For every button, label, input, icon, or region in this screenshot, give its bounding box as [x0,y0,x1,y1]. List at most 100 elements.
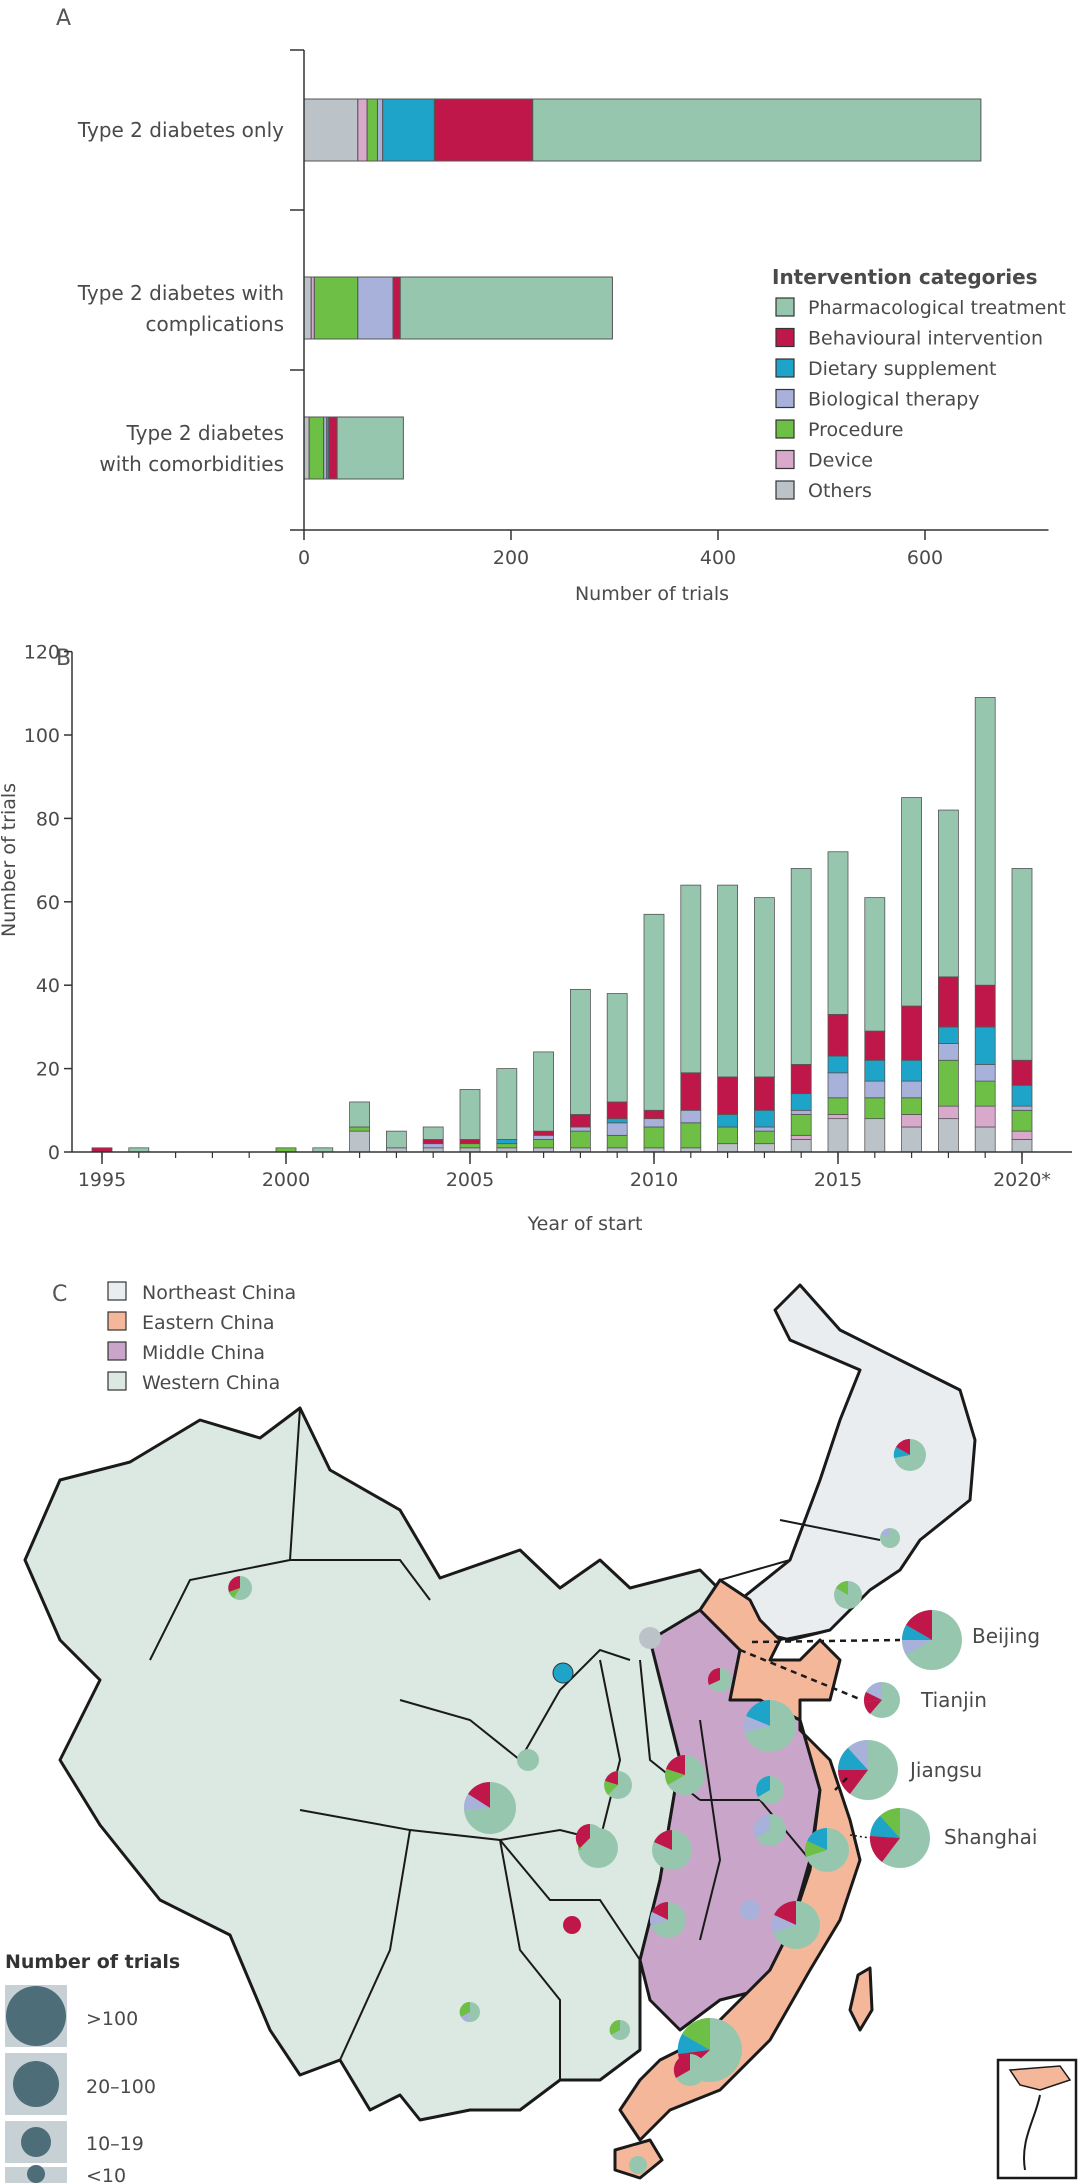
panel-b-bar-behavioural-intervention [643,1109,665,1120]
panel-b-bar-biological-therapy [1011,1105,1033,1111]
panel-b-bar-device [790,1134,812,1140]
panel-b-bar-procedure [938,1059,959,1107]
panel-a-bar-others [303,276,312,340]
panel-b-bar-device [1011,1130,1033,1140]
panel-b-bar-biological-therapy [974,1064,996,1082]
panel-b-bar-dietary-supplement [864,1059,886,1082]
panel-b-bar-pharmacological-treatment [533,1051,554,1132]
size-legend-circle-l [13,2061,59,2107]
panel-b-bar-others [901,1126,922,1153]
panel-b-bar-behavioural-intervention [974,984,996,1028]
panel-b-y-tick-label: 80 [36,808,60,830]
panel-a-bar-procedure [366,98,378,162]
panel-a-legend-title: Intervention categories [772,265,1038,289]
panel-b-bar-behavioural-intervention [459,1139,481,1145]
panel-b-bar-others [754,1143,775,1153]
size-legend-circle-m [21,2127,51,2157]
size-legend-circle-s [27,2165,45,2183]
panel-b-y-tick-label: 100 [24,725,60,747]
panel-a-legend-label-pharmacological-treatment: Pharmacological treatment [808,297,1066,319]
legend-label-western: Western China [142,1372,280,1394]
panel-b-bar-pharmacological-treatment [496,1068,518,1140]
panel-a-bar-procedure [308,416,325,480]
panel-a-category-label: complications [145,312,284,336]
panel-b-bar-behavioural-intervention [754,1076,775,1111]
panel-b-bar-procedure [349,1126,371,1132]
legend-swatch-northeast [107,1281,127,1301]
panel-b-bar-pharmacological-treatment [570,988,591,1115]
panel-b-bar-device [827,1114,849,1120]
panel-a-category-label: Type 2 diabetes only [77,118,284,142]
legend-swatch-eastern [107,1311,127,1331]
panel-b-bar-biological-therapy [422,1143,444,1149]
panel-a-bar-procedure [313,276,359,340]
panel-a-category-label: Type 2 diabetes [126,421,284,445]
panel-b-bar-others [717,1143,738,1153]
panel-b-bar-behavioural-intervention [717,1076,738,1115]
panel-b-y-tick-label: 20 [36,1059,60,1081]
panel-a-x-tick-label: 200 [493,547,529,569]
panel-b-bar-biological-therapy [533,1134,554,1140]
size-legend-title: Number of trials [5,1951,180,1973]
panel-a-legend-swatch-others [775,480,795,500]
panel-b-bar-dietary-supplement [790,1093,812,1111]
province-pie-markers [228,1438,962,2174]
panel-b-bar-dietary-supplement [901,1059,922,1082]
panel-a-legend-swatch-behavioural-intervention [775,327,795,348]
panel-b-bar-dietary-supplement [827,1055,849,1074]
panel-b-bar-behavioural-intervention [864,1030,886,1061]
panel-a-xlabel: Number of trials [575,583,729,605]
panel-b-bar-procedure [1011,1109,1033,1132]
panel-b-bar-pharmacological-treatment [717,884,738,1078]
callout-tianjin: Tianjin [920,1688,987,1712]
panel-b-bar-biological-therapy [680,1109,702,1124]
size-legend-circle-xl [6,1986,66,2046]
size-legend-label-xl: >100 [86,2008,138,2030]
panel-a-x-tick-label: 400 [700,547,736,569]
callout-beijing: Beijing [972,1624,1040,1648]
region-legend: Northeast China Eastern China Middle Chi… [107,1281,296,1394]
panel-b-bar-others [349,1130,371,1153]
panel-a-category-label: with comorbidities [99,452,284,476]
panel-a-legend-label-dietary-supplement: Dietary supplement [808,358,997,380]
callout-jiangsu: Jiangsu [908,1758,982,1782]
panel-a-bar-device [357,98,368,162]
panel-b-bar-biological-therapy [938,1043,959,1061]
panel-b-bar-biological-therapy [643,1118,665,1128]
panel-b-bar-dietary-supplement [754,1109,775,1128]
panel-b-ylabel: Number of trials [0,783,20,937]
panel-b-bar-biological-therapy [901,1080,922,1099]
pie-marker-grey [639,1627,661,1649]
panel-b-bar-procedure [570,1130,591,1149]
panel-b-bar-behavioural-intervention [901,1005,922,1061]
panel-a-legend-label-device: Device [808,450,873,472]
panel-a-legend-label-biological-therapy: Biological therapy [808,389,980,411]
panel-b-bar-pharmacological-treatment [974,697,996,986]
map-taiwan [848,1966,874,2032]
panel-b-bar-procedure [974,1080,996,1107]
panel-b-x-tick-label: 2010 [630,1169,678,1191]
panel-b-bar-pharmacological-treatment [643,913,665,1111]
panel-b-bar-device [901,1114,922,1128]
panel-b-y-tick-label: 40 [36,975,60,997]
panel-a-bar-biological-therapy [357,276,394,340]
panel-a-bar-dietary-supplement [382,98,435,162]
map-northeast-china [738,1283,977,1642]
panel-b-bar-procedure [606,1134,628,1149]
panel-b-bar-dietary-supplement [1011,1084,1033,1107]
panel-b-bar-procedure [533,1139,554,1149]
panel-b-bar-procedure [496,1143,518,1149]
panel-b-bar-others [864,1118,886,1153]
panel-b-bar-biological-therapy [606,1122,628,1136]
panel-b-bar-dietary-supplement [606,1118,628,1124]
panel-a-legend-label-procedure: Procedure [808,419,903,441]
panel-b-bar-pharmacological-treatment [864,897,886,1032]
panel-b-bar-procedure [790,1114,812,1136]
panel-a-legend-swatch-dietary-supplement [775,358,795,378]
panel-a-legend-swatch-procedure [775,419,795,439]
legend-swatch-western [107,1371,127,1391]
panel-b-x-tick-label: 2005 [446,1169,494,1191]
panel-b-bar-pharmacological-treatment [901,797,922,1007]
panel-b-bar-others [974,1126,996,1153]
panel-a-bar-behavioural-intervention [392,276,401,340]
